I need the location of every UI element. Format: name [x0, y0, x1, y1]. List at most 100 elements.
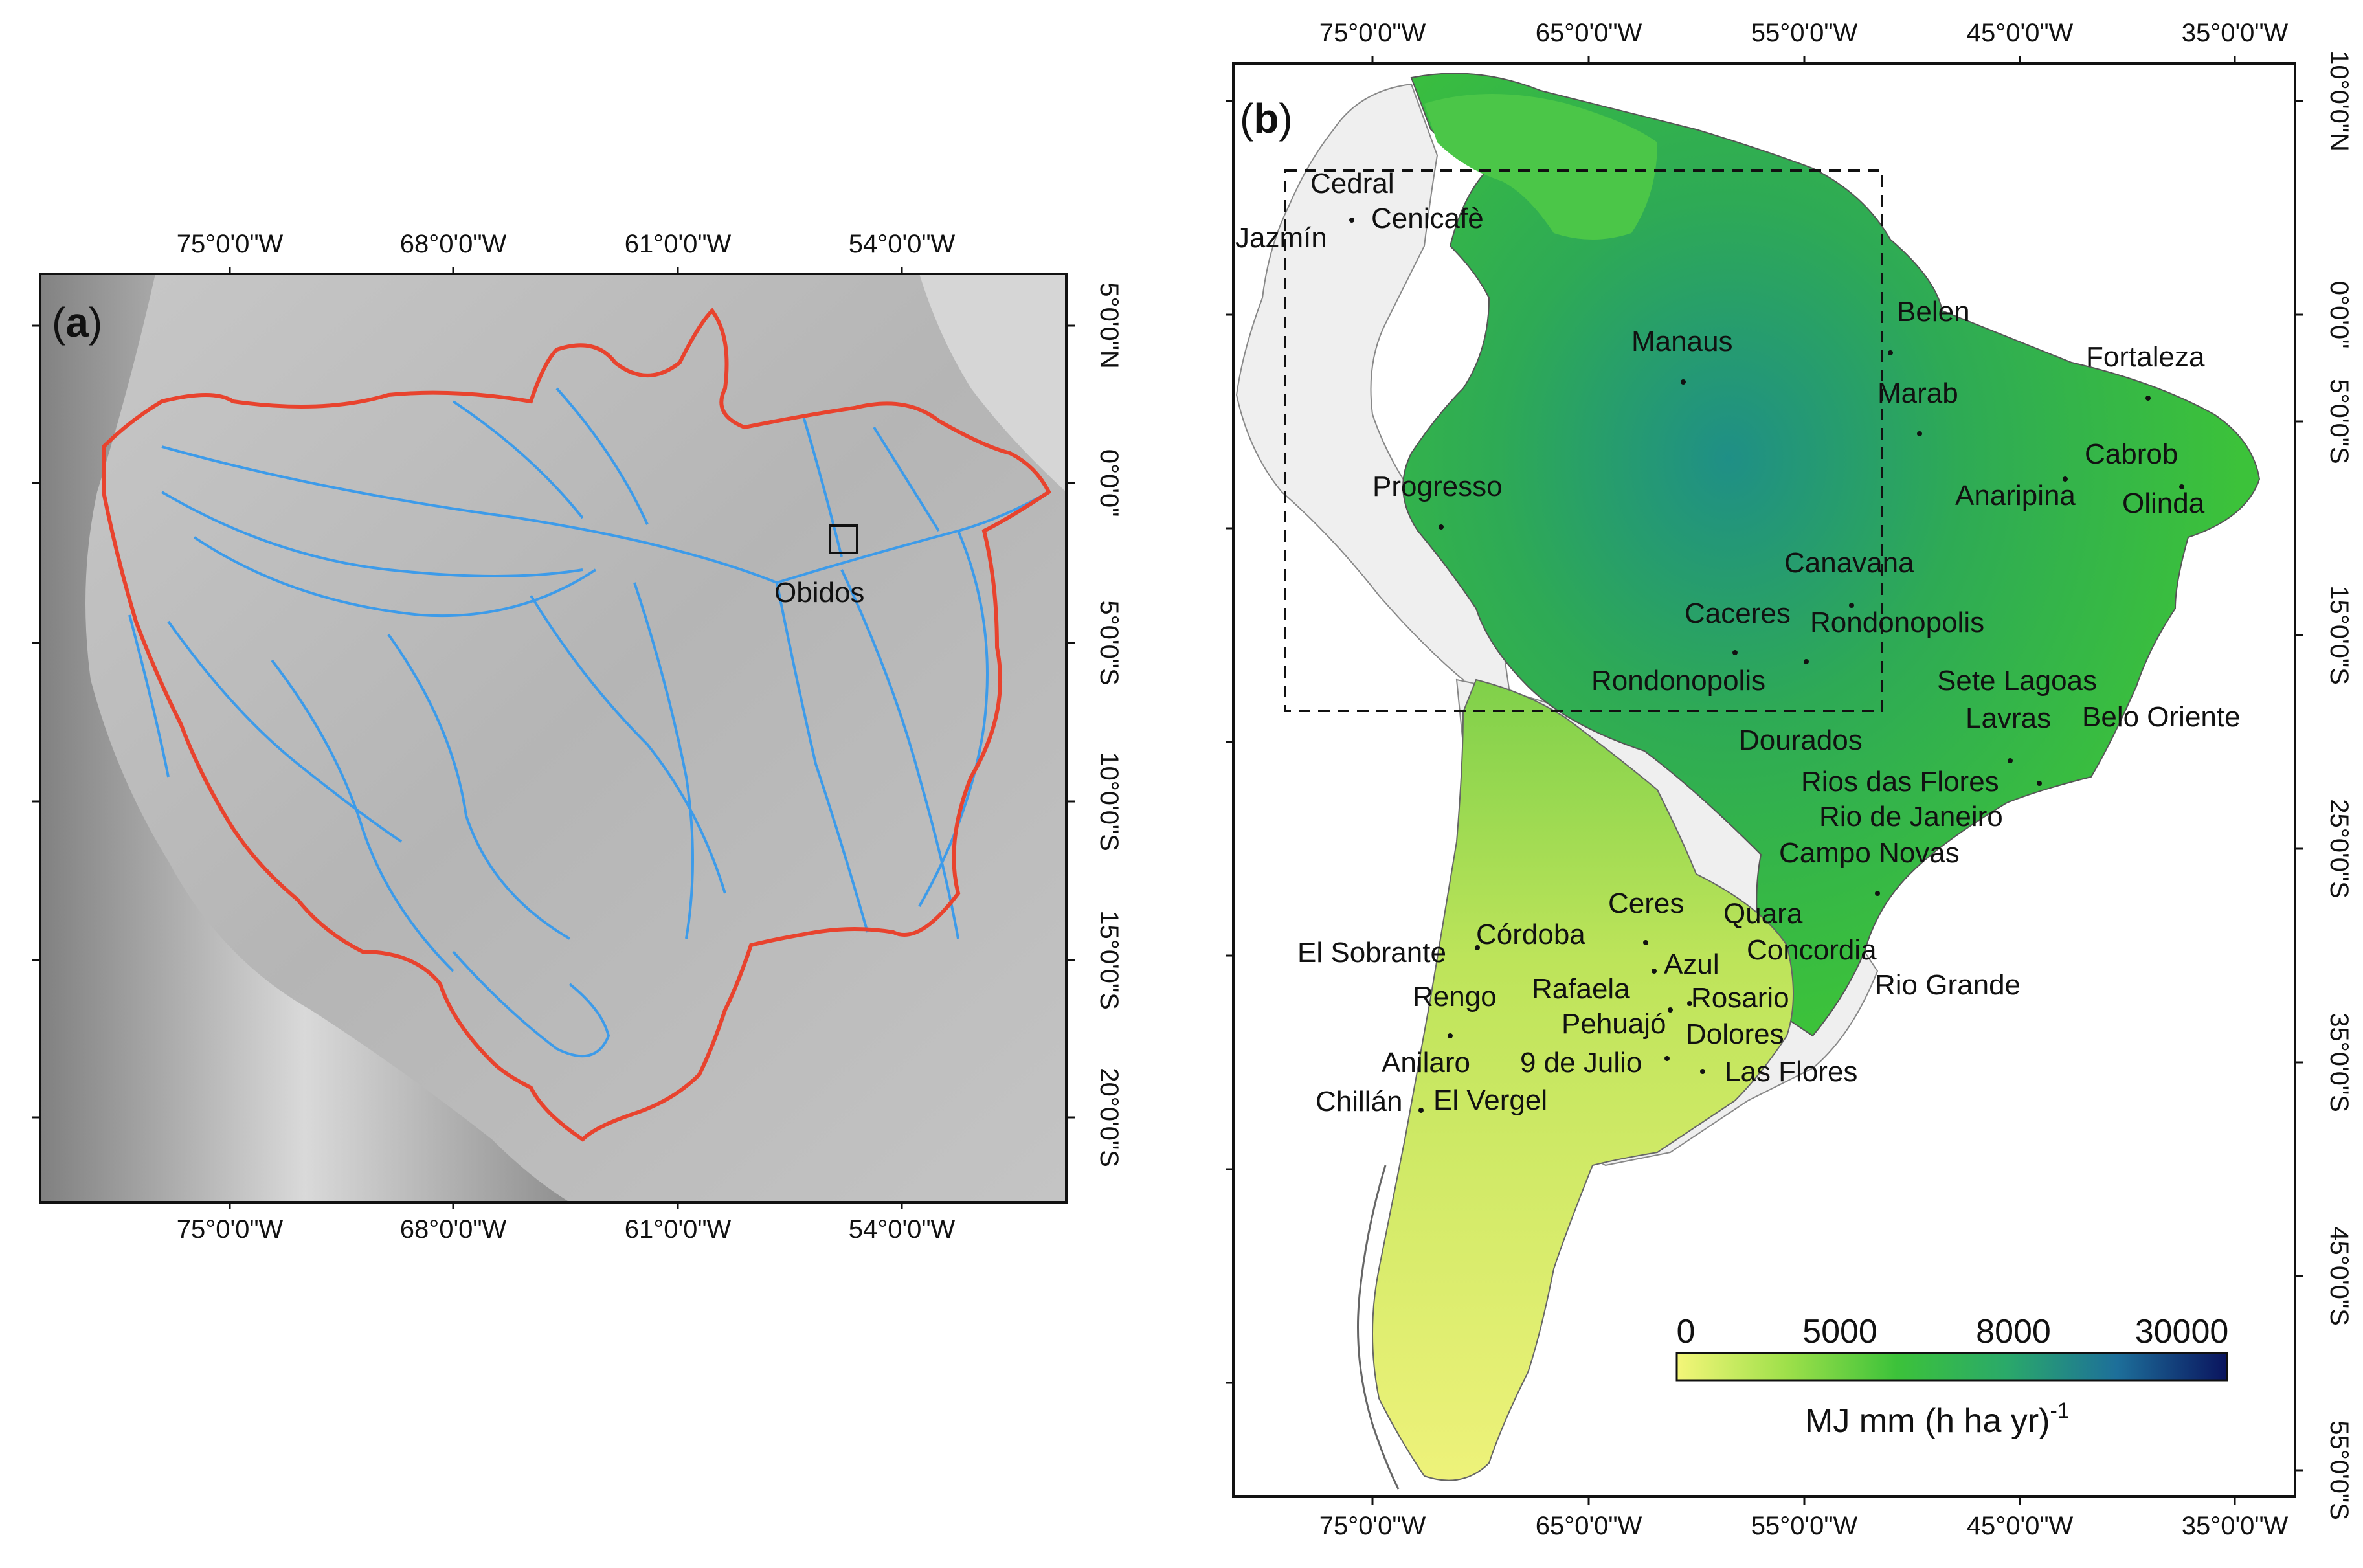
x-tick-label: 75°0'0"W [177, 230, 284, 258]
station-point[interactable] [1732, 650, 1738, 655]
station-label-rios-das-flores: Rios das Flores [1801, 766, 1999, 798]
river-branch [918, 530, 989, 907]
station-point[interactable] [2063, 476, 2068, 482]
panel-a-x-ticks-bottom: 75°0'0"W 68°0'0"W 61°0'0"W 54°0'0"W [177, 1202, 956, 1244]
x-tick-label: 68°0'0"W [400, 1215, 507, 1244]
station-point[interactable] [2037, 781, 2042, 786]
x-tick-label: 75°0'0"W [1319, 19, 1426, 47]
x-tick-label: 65°0'0"W [1536, 1512, 1642, 1540]
station-label-campo-novas: Campo Novas [1779, 837, 1960, 869]
river-branch [530, 594, 726, 894]
station-label-cordoba: Córdoba [1476, 919, 1585, 950]
x-tick-label: 65°0'0"W [1536, 19, 1642, 47]
panel-a-frame [39, 273, 1068, 1204]
river-branch [555, 387, 649, 525]
station-point[interactable] [1448, 1033, 1453, 1038]
x-tick-label: 35°0'0"W [2182, 19, 2289, 47]
river-branch [128, 614, 170, 778]
station-label-dolores: Dolores [1686, 1018, 1784, 1050]
x-tick-label: 54°0'0"W [849, 1215, 956, 1244]
station-label-cedral: Cedral [1310, 168, 1394, 199]
station-label-lavras: Lavras [1965, 702, 2051, 734]
station-label-fortaleza: Fortaleza [2086, 341, 2205, 373]
station-point[interactable] [1439, 524, 1444, 530]
station-point[interactable] [1917, 431, 1922, 436]
station-point[interactable] [1687, 1001, 1692, 1006]
station-point[interactable] [1804, 659, 1809, 664]
colorbar-tick-label: 5000 [1802, 1313, 1877, 1350]
station-label-sete-lagoas: Sete Lagoas [1937, 665, 2097, 697]
station-label-cenicafe: Cenicafè [1371, 203, 1484, 234]
panel-b-y-ticks-left [1226, 100, 1233, 1384]
panel-b-frame [1232, 62, 2296, 1498]
x-tick-label: 55°0'0"W [1751, 19, 1858, 47]
station-point[interactable] [2008, 758, 2013, 763]
station-point[interactable] [2179, 484, 2184, 489]
panel-b-x-ticks-top: 75°0'0"W 65°0'0"W 55°0'0"W 45°0'0"W 35°0… [1319, 19, 2289, 63]
station-label-cabrob: Cabrob [2085, 438, 2178, 470]
y-tick-label: 0°0'0" [2325, 281, 2353, 349]
river-branch [193, 536, 597, 618]
station-label-chillan: Chillán [1316, 1086, 1403, 1117]
station-point[interactable] [1849, 603, 1854, 608]
station-label-pehuajo: Pehuajó [1562, 1008, 1666, 1040]
river-branch [840, 569, 959, 939]
y-tick-label: 0°0'0" [1095, 449, 1123, 517]
station-label-rondonopolis-a: Rondonopolis [1810, 607, 1984, 638]
station-label-belo-oriente: Belo Oriente [2082, 701, 2241, 733]
erosivity-brazil-surface [1402, 73, 2261, 1037]
station-label-anilaro: Anilaro [1382, 1047, 1470, 1079]
station-point[interactable] [1668, 1007, 1673, 1013]
station-label-caceres: Caceres [1685, 598, 1791, 629]
station-label-manaus: Manaus [1631, 326, 1733, 357]
panel-a-y-ticks-left [32, 324, 40, 1119]
colorbar-unit: MJ mm (h ha yr)-1 [1805, 1398, 2070, 1440]
station-label-rafaela: Rafaela [1532, 973, 1630, 1005]
station-label-belen: Belen [1897, 296, 1970, 328]
y-tick-label: 15°0'0"S [1095, 910, 1123, 1010]
panel-b-label: (b) [1240, 95, 1293, 142]
panel-a-map [40, 274, 1066, 1202]
station-point[interactable] [1888, 350, 1893, 355]
panel-a-y-ticks-right: 5°0'0"N 0°0'0" 5°0'0"S 10°0'0"S 15°0'0"S… [1066, 282, 1123, 1167]
river-branch [801, 414, 843, 557]
station-point[interactable] [1349, 218, 1354, 223]
y-tick-label: 10°0'0"S [1095, 752, 1123, 851]
station-point[interactable] [1700, 1069, 1705, 1074]
river-branch [633, 582, 694, 939]
colorbar-tick-label: 30000 [2135, 1313, 2229, 1350]
amazon-basin-outline [102, 308, 1051, 1142]
river-branch [776, 582, 869, 933]
river-branch [167, 620, 403, 843]
station-label-canavana: Canavana [1784, 547, 1914, 579]
station-label-quara: Quara [1723, 898, 1803, 930]
station-label-progresso: Progresso [1372, 471, 1503, 502]
station-point[interactable] [1652, 969, 1657, 974]
station-label-el-vergel: El Vergel [1433, 1084, 1547, 1116]
colorbar-tick-label: 0 [1677, 1313, 1696, 1350]
obidos-label: Obidos [774, 577, 864, 609]
station-point[interactable] [1418, 1108, 1424, 1113]
obidos-gauge-marker[interactable] [829, 524, 858, 554]
station-point[interactable] [1875, 891, 1880, 896]
station-point[interactable] [1681, 379, 1686, 385]
station-point[interactable] [1475, 945, 1480, 950]
panel-b-y-ticks-right: 10°0'0"N 0°0'0" 5°0'0"S 15°0'0"S 25°0'0"… [2295, 50, 2353, 1520]
x-tick-label: 54°0'0"W [849, 230, 956, 258]
erosivity-venezuela-surface [1424, 94, 1657, 240]
x-tick-label: 55°0'0"W [1751, 1512, 1858, 1540]
y-tick-label: 15°0'0"S [2325, 585, 2353, 685]
station-point[interactable] [1643, 940, 1648, 945]
station-label-marab: Marab [1877, 377, 1958, 409]
x-tick-label: 45°0'0"W [1967, 19, 2074, 47]
station-label-dourados: Dourados [1739, 724, 1863, 756]
station-label-jazmin: Jazmín [1235, 222, 1327, 254]
x-tick-label: 68°0'0"W [400, 230, 507, 258]
station-label-azul: Azul [1664, 948, 1719, 980]
station-point[interactable] [2145, 396, 2151, 401]
station-points [1349, 218, 2184, 1113]
station-point[interactable] [1664, 1056, 1670, 1061]
station-label-rondonopolis-b: Rondonopolis [1591, 665, 1765, 697]
x-tick-label: 75°0'0"W [177, 1215, 284, 1244]
